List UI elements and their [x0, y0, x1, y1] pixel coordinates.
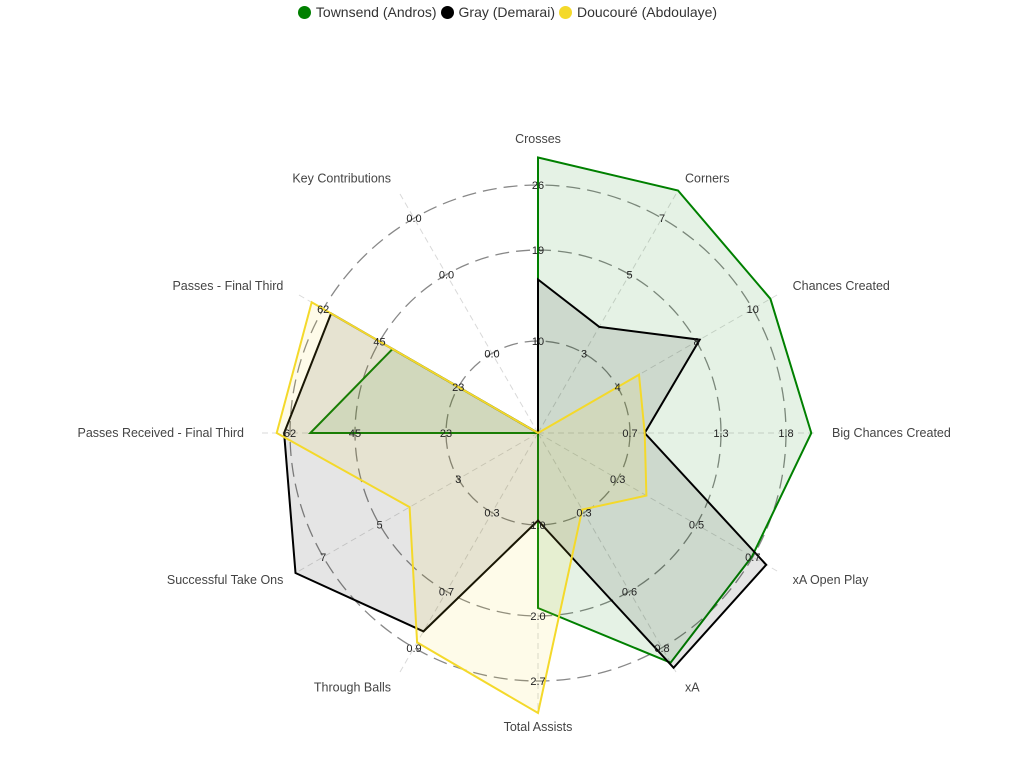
- tick-label-passes-received-final-third: 45: [349, 428, 361, 440]
- axis-label-chances-created: Chances Created: [793, 279, 890, 293]
- series-layer: [275, 156, 813, 715]
- axis-spoke-xa: [537, 432, 679, 676]
- tick-label-passes-received-final-third: 23: [440, 428, 452, 440]
- tick-label-crosses: 10: [532, 336, 544, 348]
- legend: Townsend (Andros) Gray (Demarai) Doucouré …: [0, 4, 1015, 22]
- tick-label-total-assists: 2.7: [530, 676, 545, 688]
- series-doucour-abdoulaye[interactable]: [275, 300, 648, 715]
- tick-label-xa-open-play: 0.5: [689, 520, 704, 532]
- axis-labels: Crosses Corners Chances Created Big Chances…: [77, 132, 950, 734]
- tick-label-passes-final-third: 62: [317, 304, 329, 316]
- tick-label-through-balls: 0.7: [439, 587, 454, 599]
- tick-label-big-chances-created: 1.3: [713, 428, 728, 440]
- axis-label-passes-received-final-third: Passes Received - Final Third: [77, 426, 244, 440]
- axis-label-key-contributions: Key Contributions: [292, 171, 391, 185]
- axis-label-crosses: Crosses: [515, 132, 561, 146]
- axis-label-total-assists: Total Assists: [504, 720, 573, 734]
- tick-label-xa: 0.6: [622, 587, 637, 599]
- tick-label-passes-final-third: 45: [373, 337, 385, 349]
- legend-label: Doucouré (Abdoulaye): [577, 4, 718, 20]
- tick-label-chances-created: 10: [747, 304, 759, 316]
- axis-label-big-chances-created: Big Chances Created: [832, 426, 951, 440]
- tick-label-xa-open-play: 0.7: [745, 552, 760, 564]
- axis-spoke-corners: [537, 190, 679, 434]
- legend-marker: [559, 5, 572, 19]
- axis-label-corners: Corners: [685, 171, 729, 185]
- tick-label-chances-created: 4: [615, 382, 621, 394]
- tick-label-crosses: 19: [532, 245, 544, 257]
- axis-spoke-successful-take-ons: [295, 432, 539, 574]
- tick-label-key-contributions: 0.0: [406, 213, 421, 225]
- tick-label-corners: 5: [626, 270, 632, 282]
- axis-label-xa-open-play: xA Open Play: [793, 573, 869, 587]
- legend-item-gray-demarai[interactable]: Gray (Demarai): [440, 4, 555, 20]
- axis-label-xa: xA: [685, 681, 700, 695]
- tick-label-xa-open-play: 0.3: [610, 474, 625, 486]
- tick-label-xa: 0.3: [576, 508, 591, 520]
- tick-label-big-chances-created: 1.8: [778, 428, 793, 440]
- legend-item-doucour-abdoulaye[interactable]: Doucouré (Abdoulaye): [559, 4, 717, 20]
- tick-label-through-balls: 0.3: [484, 508, 499, 520]
- tick-labels: 10 19 26 3 5 7 4 8 10 0.7 1.3 1.8 0.3 0.5 0.7 0.3 0.6 0.8…: [284, 180, 794, 688]
- axis-spoke-xa-open-play: [537, 432, 781, 574]
- axis-label-successful-take-ons: Successful Take Ons: [167, 573, 284, 587]
- tick-label-corners: 3: [581, 348, 587, 360]
- tick-label-successful-take-ons: 7: [320, 552, 326, 564]
- legend-marker: [297, 5, 311, 19]
- tick-label-big-chances-created: 0.7: [622, 428, 637, 440]
- tick-label-passes-received-final-third: 62: [284, 428, 296, 440]
- tick-label-successful-take-ons: 5: [376, 520, 382, 532]
- axis-spoke-chances-created: [537, 292, 781, 434]
- legend-marker: [440, 5, 454, 19]
- tick-label-successful-take-ons: 3: [455, 474, 461, 486]
- tick-label-key-contributions: 0.0: [439, 270, 454, 282]
- tick-label-crosses: 26: [532, 180, 544, 192]
- axis-spoke-through-balls: [397, 432, 539, 676]
- legend-label: Gray (Demarai): [458, 4, 555, 20]
- axis-label-through-balls: Through Balls: [314, 681, 391, 695]
- axis-label-passes-final-third: Passes - Final Third: [172, 279, 283, 293]
- tick-label-passes-final-third: 23: [452, 382, 464, 394]
- legend-item-townsend-andros[interactable]: Townsend (Andros): [297, 4, 437, 20]
- tick-label-xa: 0.8: [654, 643, 669, 655]
- axis-spoke-key-contributions: [397, 190, 539, 434]
- tick-label-through-balls: 0.9: [406, 643, 421, 655]
- tick-label-corners: 7: [659, 213, 665, 225]
- tick-label-total-assists: 1.0: [530, 520, 545, 532]
- tick-label-key-contributions: 0.0: [484, 348, 499, 360]
- legend-label: Townsend (Andros): [315, 4, 437, 20]
- tick-label-total-assists: 2.0: [530, 611, 545, 623]
- tick-label-chances-created: 8: [693, 337, 699, 349]
